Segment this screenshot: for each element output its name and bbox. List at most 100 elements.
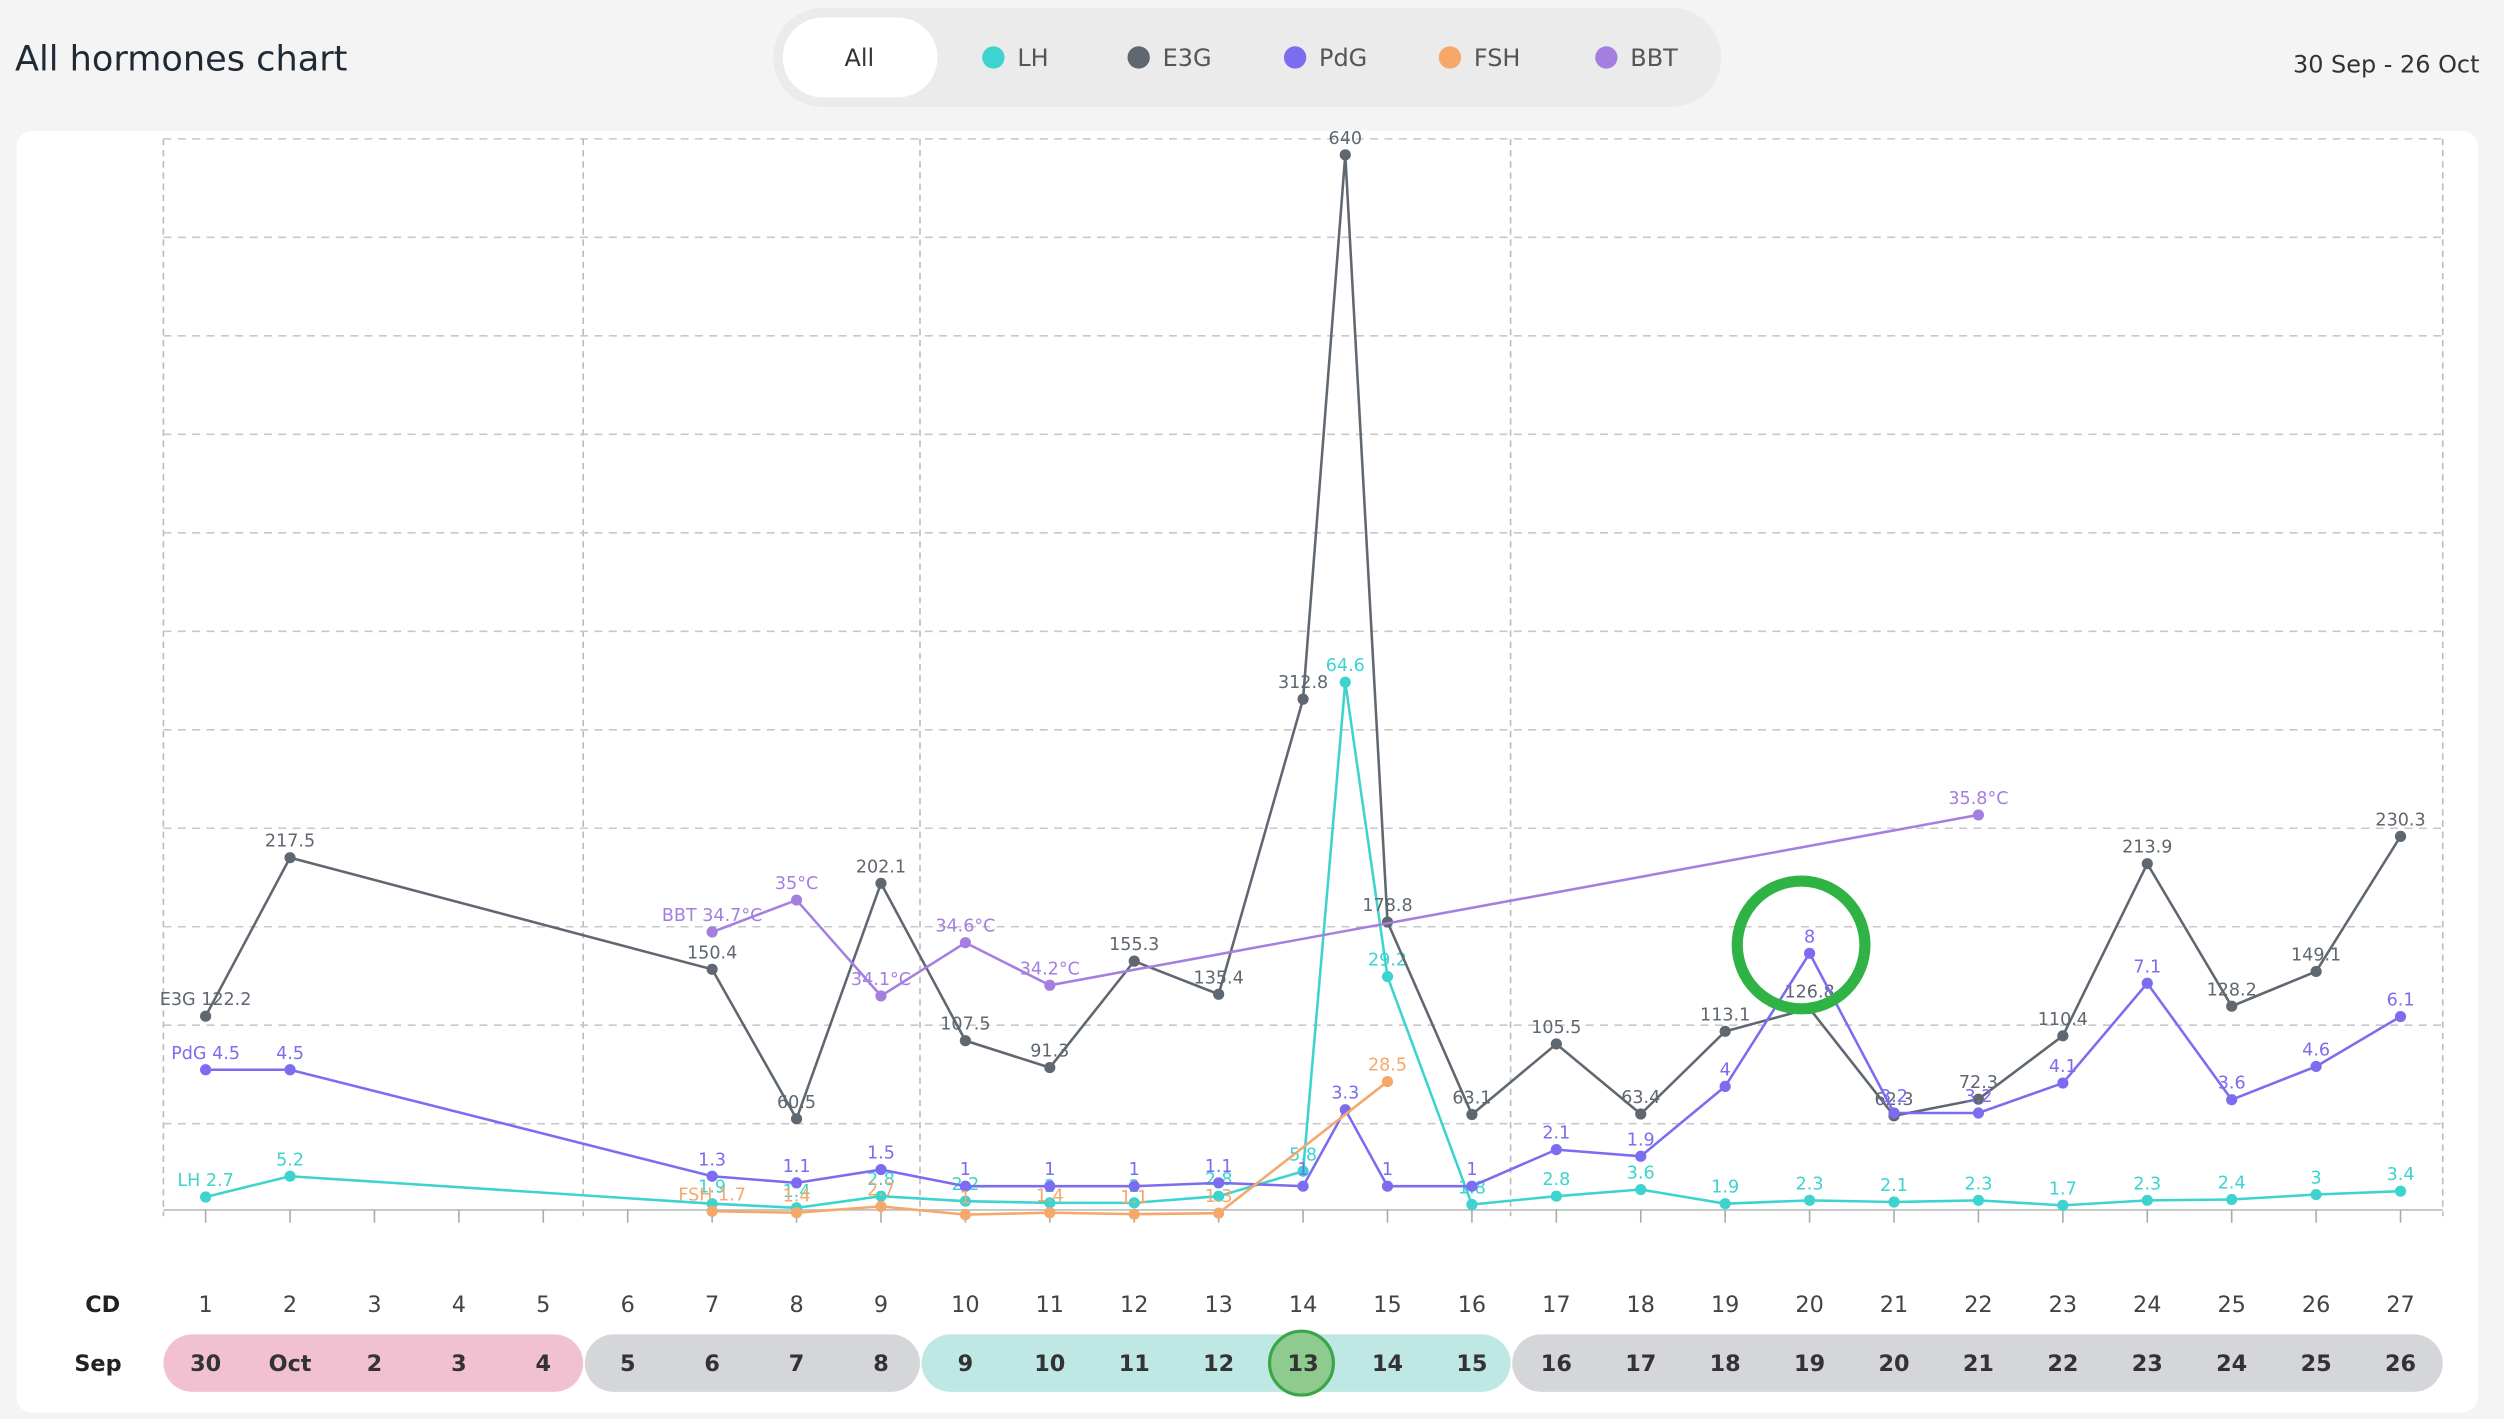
filter-tab[interactable]: BBT bbox=[1595, 44, 1678, 72]
data-point bbox=[284, 852, 296, 864]
data-label: 1.9 bbox=[1711, 1178, 1739, 1198]
data-point bbox=[1719, 1198, 1731, 1210]
data-point bbox=[1213, 1190, 1225, 1202]
series-line bbox=[205, 681, 2401, 1210]
legend-swatch bbox=[1283, 46, 1307, 69]
x-tick-label: 25 bbox=[2217, 1292, 2245, 1318]
data-point bbox=[2310, 1188, 2322, 1201]
phase-follicular bbox=[584, 1334, 920, 1392]
data-point bbox=[790, 894, 803, 906]
data-point bbox=[1888, 1196, 1900, 1208]
data-point bbox=[1466, 1108, 1478, 1121]
data-point bbox=[284, 1064, 296, 1076]
data-point bbox=[1635, 1183, 1647, 1196]
legend-swatch bbox=[1595, 46, 1618, 69]
data-point bbox=[959, 1209, 971, 1221]
data-label: 1.3 bbox=[1205, 1187, 1233, 1207]
data-label: BBT 34.7°C bbox=[662, 906, 762, 926]
data-point bbox=[1128, 955, 1140, 967]
data-point bbox=[706, 963, 718, 975]
legend-swatch bbox=[982, 46, 1005, 69]
date-label: 10 bbox=[1034, 1351, 1065, 1377]
data-label: 1.9 bbox=[698, 1178, 726, 1198]
x-tick-label: 16 bbox=[1458, 1292, 1486, 1318]
filter-tab[interactable]: PdG bbox=[1283, 44, 1367, 72]
data-label: 3.3 bbox=[1331, 1084, 1359, 1104]
x-tick-label: 22 bbox=[1964, 1292, 1992, 1318]
data-point bbox=[790, 1207, 803, 1219]
legend-label: LH bbox=[1017, 44, 1048, 72]
x-tick-label: 17 bbox=[1542, 1292, 1570, 1318]
phase-fertile bbox=[921, 1334, 1511, 1392]
date-label: 18 bbox=[1710, 1351, 1741, 1377]
x-tick-label: 27 bbox=[2386, 1292, 2414, 1318]
date-label: 8 bbox=[873, 1351, 889, 1377]
data-label: 2.3 bbox=[1796, 1174, 1824, 1194]
filter-tab[interactable]: E3G bbox=[1127, 44, 1212, 72]
data-label: LH 2.7 bbox=[177, 1171, 233, 1191]
x-tick-label: 14 bbox=[1289, 1292, 1317, 1318]
data-point bbox=[706, 1205, 718, 1217]
x-tick-label: 15 bbox=[1373, 1292, 1401, 1318]
series-line bbox=[204, 154, 2402, 1122]
date-label: 21 bbox=[1963, 1351, 1994, 1377]
data-point bbox=[1044, 1207, 1056, 1219]
data-label: 6.1 bbox=[2387, 991, 2415, 1011]
x-tick-label: 8 bbox=[789, 1292, 803, 1318]
data-point bbox=[1804, 947, 1816, 959]
data-label: 3 bbox=[2311, 1169, 2322, 1189]
filter-tab[interactable]: FSH bbox=[1438, 44, 1521, 72]
data-label: 1 bbox=[960, 1160, 971, 1180]
data-point bbox=[2057, 1077, 2069, 1089]
date-label: 23 bbox=[2132, 1351, 2163, 1377]
date-label: 11 bbox=[1119, 1351, 1150, 1377]
data-label: 1.1 bbox=[1205, 1157, 1233, 1177]
data-point bbox=[790, 1177, 803, 1189]
x-tick-label: 19 bbox=[1711, 1292, 1739, 1318]
data-label: E3G 122.2 bbox=[160, 990, 252, 1010]
data-label: 1.1 bbox=[783, 1157, 811, 1177]
phase-menstrual bbox=[163, 1334, 584, 1392]
data-label: 149.1 bbox=[2291, 945, 2341, 965]
data-point bbox=[1804, 1194, 1816, 1206]
data-label: 63.4 bbox=[1621, 1088, 1660, 1108]
data-label: 155.3 bbox=[1109, 935, 1159, 955]
data-label: 1.3 bbox=[698, 1150, 726, 1170]
filter-bar bbox=[773, 7, 1722, 107]
data-point bbox=[2141, 1194, 2153, 1206]
data-point bbox=[1888, 1107, 1900, 1119]
data-label: PdG 4.5 bbox=[171, 1044, 240, 1064]
data-label: 113.1 bbox=[1700, 1005, 1750, 1025]
data-point bbox=[2394, 1010, 2407, 1023]
data-point bbox=[1128, 1197, 1140, 1209]
data-label: 4.1 bbox=[2049, 1057, 2077, 1077]
plot: CDSep1302Oct3243546576879810911101211131… bbox=[74, 129, 2443, 1377]
data-label: 34.2°C bbox=[1020, 959, 1080, 979]
data-label: FSH 1.7 bbox=[678, 1185, 746, 1205]
data-point bbox=[1550, 1190, 1562, 1202]
filter-all[interactable]: All bbox=[782, 17, 938, 98]
date-label: 6 bbox=[704, 1351, 720, 1377]
data-point bbox=[1044, 1197, 1056, 1209]
data-point bbox=[1381, 1075, 1394, 1088]
data-point bbox=[1128, 1208, 1140, 1220]
filter-tab[interactable]: LH bbox=[982, 44, 1049, 72]
data-point bbox=[875, 1163, 887, 1176]
data-point bbox=[706, 1170, 718, 1182]
data-label: 28.5 bbox=[1368, 1056, 1407, 1076]
data-label: 126.8 bbox=[1784, 983, 1834, 1003]
date-label: 2 bbox=[367, 1351, 383, 1377]
data-label: 34.6°C bbox=[935, 917, 995, 937]
date-label: 3 bbox=[451, 1351, 467, 1377]
data-label: 150.4 bbox=[687, 943, 737, 963]
data-label: 1 bbox=[1297, 1160, 1308, 1180]
date-label: 17 bbox=[1625, 1351, 1656, 1377]
data-label: 107.5 bbox=[940, 1015, 990, 1035]
data-point bbox=[1381, 971, 1394, 983]
data-point bbox=[1213, 1177, 1225, 1189]
data-label: 2.7 bbox=[867, 1180, 895, 1200]
page-title: All hormones chart bbox=[15, 39, 348, 80]
date-label: Oct bbox=[269, 1351, 312, 1377]
x-tick-label: 23 bbox=[2049, 1292, 2077, 1318]
data-point bbox=[875, 1200, 887, 1212]
